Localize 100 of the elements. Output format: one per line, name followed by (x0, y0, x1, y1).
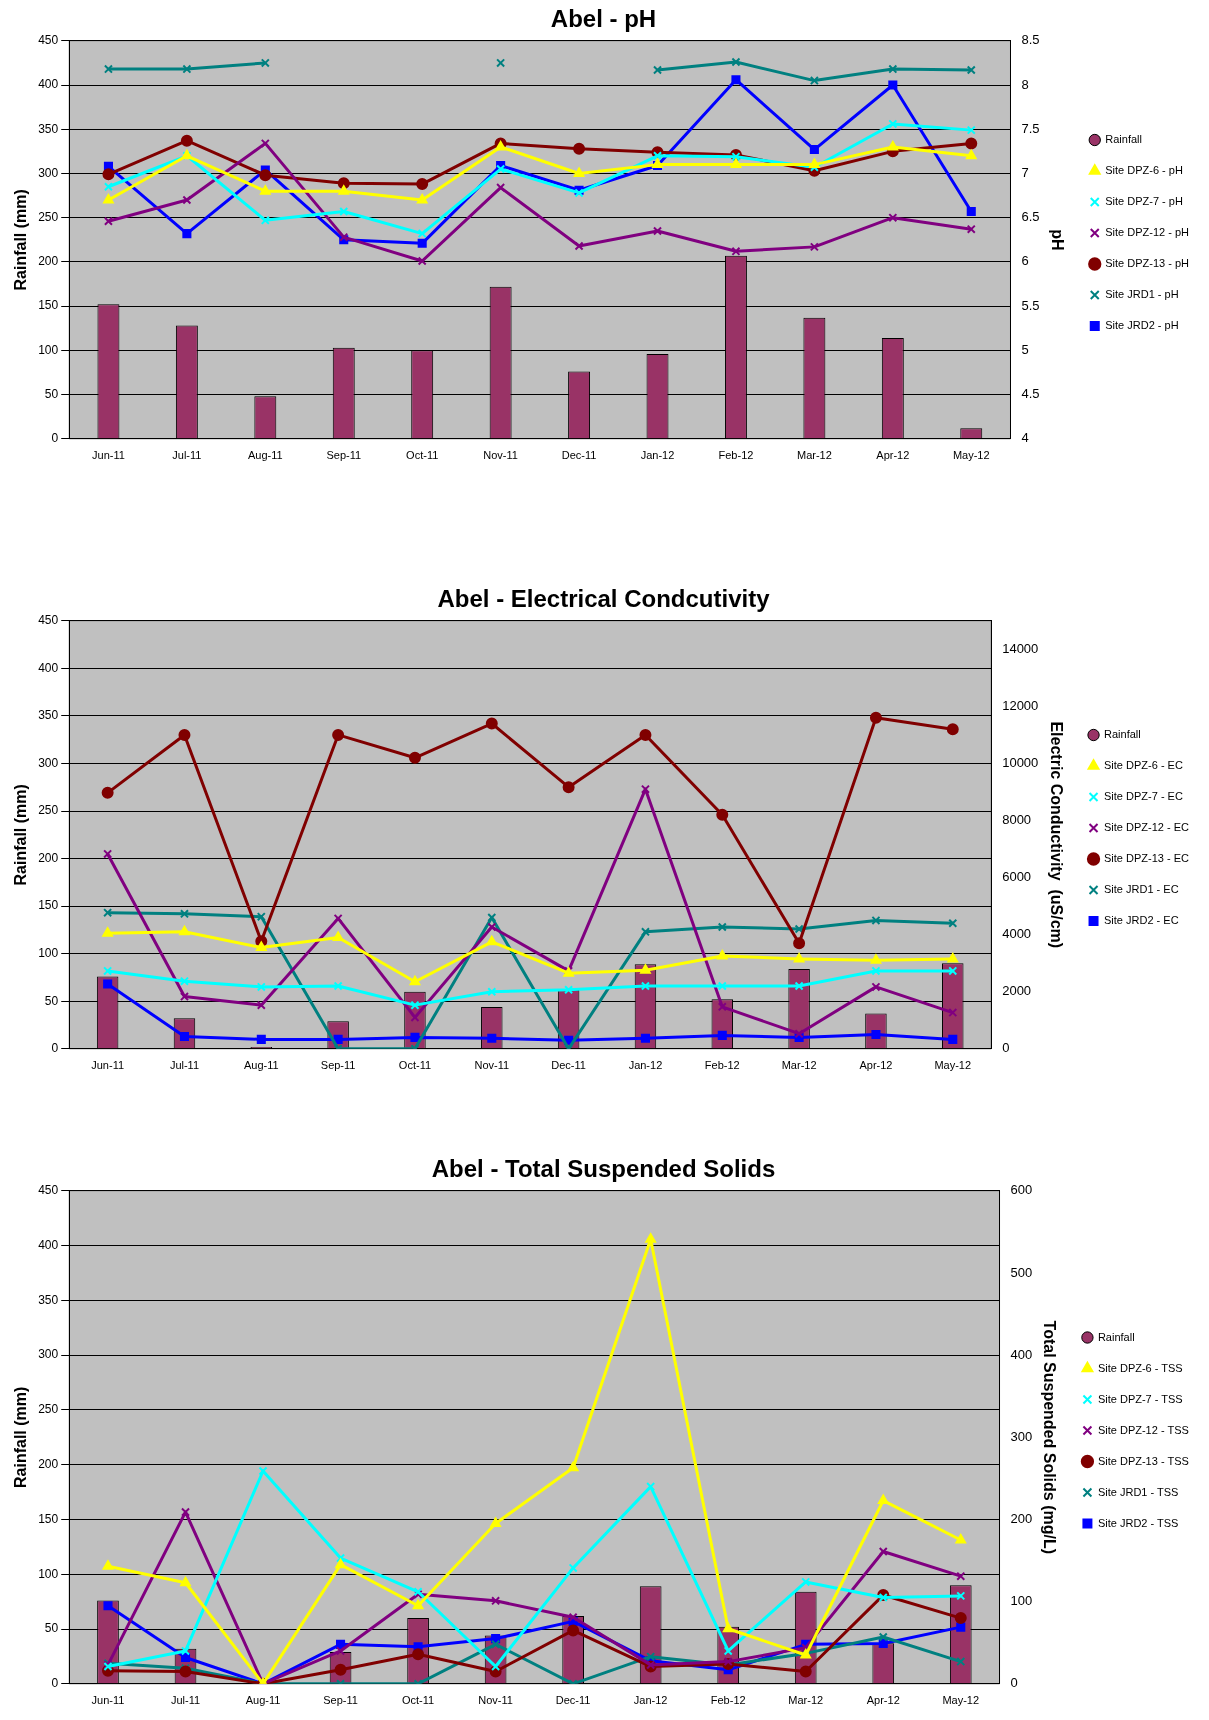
x-tick-label: Sep-11 (326, 449, 362, 462)
y-tick-label: 300 (38, 1347, 59, 1362)
y-tick-label: 100 (38, 342, 59, 357)
x-tick-label: Aug-11 (245, 1694, 281, 1707)
y2-tick-label: 6000 (1002, 869, 1032, 885)
x-tick-label: Nov-11 (478, 1694, 513, 1707)
legend-label: Site DPZ-7 - EC (1104, 790, 1183, 803)
y-tick-label: 50 (44, 386, 59, 401)
legend-label: Site DPZ-6 - EC (1104, 759, 1183, 772)
y2-tick-label: 500 (1010, 1264, 1033, 1280)
legend-label: Site DPZ-13 - EC (1104, 852, 1190, 865)
y-tick-label: 450 (38, 1183, 59, 1198)
x-tick-label: Aug-11 (247, 449, 283, 462)
y2-tick-label: 4 (1021, 430, 1029, 446)
y2-tick-label: 4000 (1002, 926, 1032, 942)
y-tick-label: 300 (38, 165, 59, 180)
y-tick-label: 350 (38, 121, 59, 136)
x-tick-label: Jan-12 (640, 449, 675, 462)
y2-tick-label: 100 (1010, 1593, 1033, 1609)
x-tick-label: Apr-12 (859, 1059, 893, 1072)
y-tick-label: 0 (51, 1041, 59, 1056)
x-tick-label: Sep-11 (320, 1059, 356, 1072)
y2-tick-label: 7 (1021, 165, 1029, 181)
y-tick-label: 250 (38, 210, 59, 224)
x-tick-label: Jun-11 (91, 1059, 125, 1072)
x-tick-label: Dec-11 (561, 449, 597, 462)
x-tick-label: Jun-11 (92, 449, 125, 462)
x-tick-label: May-12 (934, 1059, 972, 1072)
y2-tick-label: 4.5 (1021, 386, 1040, 402)
y-tick-label: 150 (38, 898, 59, 913)
y-tick-label: 50 (44, 1621, 59, 1636)
y-tick-label: 0 (51, 1676, 59, 1691)
y-tick-label: 400 (38, 660, 59, 675)
y2-tick-label: 8000 (1002, 812, 1032, 828)
x-tick-label: May-12 (942, 1694, 980, 1707)
y2-tick-label: 5.5 (1021, 297, 1040, 313)
x-tick-label: Jan-12 (628, 1059, 663, 1072)
x-tick-label: Nov-11 (483, 449, 518, 462)
x-tick-label: Apr-12 (876, 449, 910, 462)
y2-tick-label: 10000 (1002, 755, 1039, 771)
legend-label: Site DPZ-7 - pH (1105, 195, 1183, 208)
y2-tick-label: 0 (1010, 1675, 1018, 1691)
y2-axis-title: pH (1048, 229, 1066, 251)
x-tick-label: May-12 (952, 449, 990, 462)
x-tick-label: Feb-12 (704, 1059, 740, 1072)
x-tick-label: Aug-11 (243, 1059, 279, 1072)
legend-label: Site DPZ-7 - TSS (1097, 1392, 1183, 1405)
legend-label: Site DPZ-6 - pH (1105, 164, 1183, 177)
legend-label: Rainfall (1097, 1330, 1135, 1343)
y-tick-label: 250 (38, 803, 59, 818)
y-tick-label: 200 (38, 1457, 59, 1471)
legend-label: Site DPZ-12 - EC (1104, 821, 1190, 834)
x-tick-label: Dec-11 (555, 1694, 591, 1707)
y2-tick-label: 14000 (1002, 640, 1039, 656)
x-tick-label: Mar-12 (796, 449, 832, 462)
x-tick-label: Jul-11 (172, 449, 202, 462)
y-tick-label: 100 (38, 946, 59, 960)
x-tick-label: Feb-12 (710, 1694, 746, 1707)
legend-label: Site JRD2 - EC (1104, 914, 1179, 927)
x-tick-label: Jun-11 (91, 1694, 125, 1707)
y-tick-label: 400 (38, 1237, 59, 1252)
y-tick-label: 200 (38, 850, 59, 865)
legend-label: Site JRD1 - TSS (1097, 1485, 1179, 1498)
y-tick-label: 250 (38, 1402, 59, 1417)
y-axis-title: Rainfall (mm) (12, 1386, 30, 1488)
x-tick-label: Apr-12 (866, 1694, 900, 1707)
y2-tick-label: 0 (1002, 1040, 1010, 1056)
y2-tick-label: 400 (1010, 1346, 1033, 1362)
legend-label: Site JRD2 - pH (1105, 319, 1179, 332)
y-tick-label: 100 (38, 1566, 59, 1581)
x-tick-label: Feb-12 (718, 449, 754, 462)
y-tick-label: 450 (38, 613, 59, 628)
legend-label: Site JRD2 - TSS (1097, 1516, 1179, 1529)
legend-label: Rainfall (1105, 133, 1142, 146)
y-tick-label: 50 (44, 993, 59, 1008)
legend-label: Site JRD1 - EC (1104, 883, 1179, 896)
y-axis-title: Rainfall (mm) (12, 189, 30, 291)
legend-label: Site DPZ-13 - TSS (1097, 1454, 1189, 1467)
x-tick-label: Dec-11 (551, 1059, 586, 1072)
y-tick-label: 150 (38, 1511, 59, 1526)
y2-tick-label: 7.5 (1021, 120, 1040, 136)
legend-label: Site DPZ-6 - TSS (1097, 1361, 1183, 1374)
y2-tick-label: 5 (1021, 341, 1029, 357)
y2-tick-label: 300 (1010, 1428, 1033, 1444)
y-tick-label: 300 (38, 755, 59, 770)
x-tick-label: Jul-11 (170, 1694, 201, 1707)
y2-tick-label: 6 (1021, 253, 1029, 269)
x-tick-label: Jul-11 (169, 1059, 200, 1072)
chart-title: Abel - Electrical Condcutivity (437, 585, 771, 613)
x-tick-label: Mar-12 (788, 1694, 824, 1707)
y2-tick-label: 2000 (1002, 983, 1032, 999)
x-tick-label: Nov-11 (474, 1059, 510, 1072)
y2-tick-label: 600 (1010, 1182, 1033, 1198)
x-tick-label: Sep-11 (323, 1694, 358, 1707)
y-tick-label: 450 (38, 33, 59, 48)
y-tick-label: 150 (38, 298, 59, 313)
y-tick-label: 400 (38, 77, 59, 92)
y2-axis-title: Total Suspended Solids (mg/L) (1041, 1320, 1059, 1555)
x-tick-label: Oct-11 (401, 1694, 435, 1707)
y2-tick-label: 12000 (1002, 697, 1039, 713)
